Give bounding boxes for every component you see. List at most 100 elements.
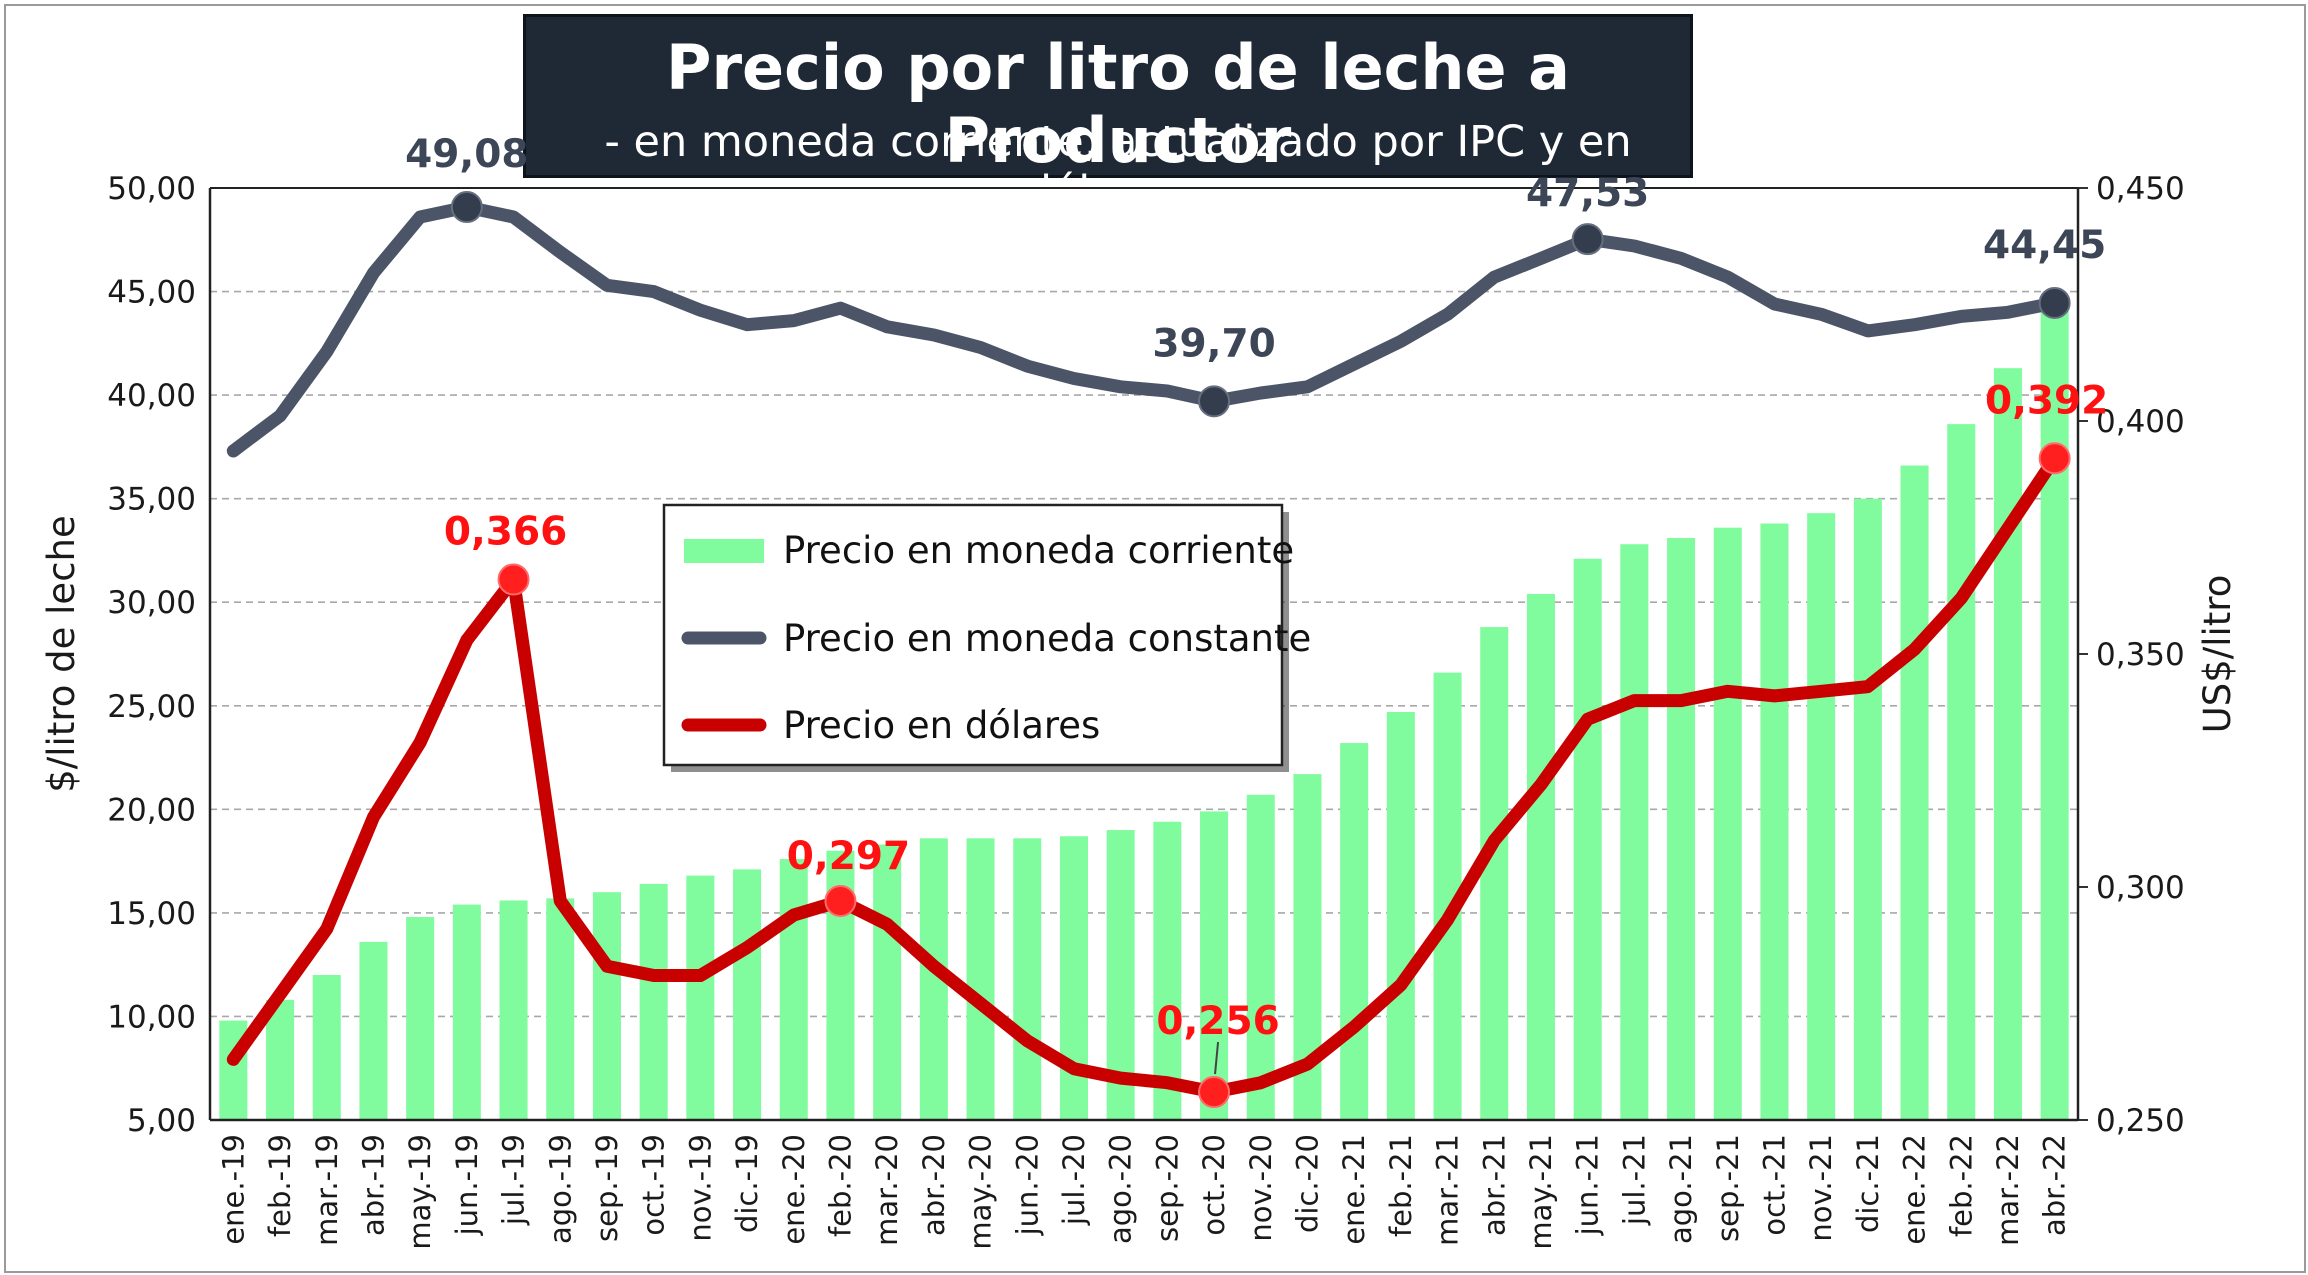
y2-tick-label: 0,450: [2096, 171, 2185, 207]
legend: Precio en moneda corriente Precio en mone…: [662, 503, 1311, 772]
x-tick-label: may.-19: [403, 1134, 437, 1250]
y-tick-label: 25,00: [107, 689, 196, 725]
x-tick-label: feb.-22: [1944, 1134, 1978, 1237]
bar: [546, 898, 575, 1120]
x-tick-label: jul.-21: [1617, 1134, 1651, 1226]
bar: [1480, 627, 1509, 1120]
data-label-constante: 44,45: [1983, 223, 2106, 268]
x-tick-label: feb.-19: [263, 1134, 297, 1237]
bar: [1246, 794, 1275, 1120]
bar: [592, 892, 621, 1120]
bar: [1059, 836, 1088, 1120]
line-series: [226, 191, 2071, 1109]
y2-axis-title: US$/litro: [2196, 575, 2239, 734]
bar: [873, 844, 902, 1120]
y2-tick-label: 0,400: [2096, 404, 2185, 440]
x-tick-label: mar.-22: [1991, 1134, 2025, 1246]
bar: [686, 875, 715, 1120]
y-tick-label: 30,00: [107, 585, 196, 621]
y-tick-label: 15,00: [107, 896, 196, 932]
marker-dolares: [824, 884, 857, 917]
line-dolares: [226, 451, 2062, 1099]
bar: [1993, 368, 2022, 1121]
y-tick-label: 10,00: [107, 999, 196, 1035]
x-tick-label: abr.-21: [1477, 1134, 1511, 1236]
y-tick-label: 50,00: [107, 171, 196, 207]
x-tick-label: ago.-21: [1664, 1134, 1698, 1244]
y2-tick-label: 0,350: [2096, 637, 2185, 673]
legend-box: [662, 503, 1284, 767]
bar: [2040, 310, 2069, 1120]
x-tick-label: mar.-20: [870, 1134, 904, 1246]
x-tick-label: mar.-21: [1431, 1134, 1465, 1246]
data-label-dolares: 0,297: [787, 834, 910, 879]
data-label-dolares: 0,366: [444, 509, 567, 554]
legend-label: Precio en dólares: [783, 704, 1100, 747]
marker-dolares: [2038, 442, 2071, 475]
chart-subtitle: - en moneda corriente, actualizado por I…: [604, 117, 1632, 217]
marker-constante: [450, 191, 483, 224]
y-tick-label: 5,00: [127, 1103, 196, 1139]
x-tick-label: nov.-20: [1244, 1134, 1278, 1242]
x-tick-label: jul.-20: [1057, 1134, 1091, 1226]
bar: [1807, 513, 1836, 1120]
leader-line: [1214, 1041, 1220, 1075]
y-tick-label: 45,00: [107, 275, 196, 311]
bar: [359, 941, 388, 1120]
x-tick-label: sep.-20: [1150, 1134, 1184, 1242]
x-tick-label: oct.-20: [1197, 1134, 1231, 1236]
bar: [1013, 838, 1042, 1120]
x-tick-label: abr.-20: [917, 1134, 951, 1236]
y-tick-label: 40,00: [107, 378, 196, 414]
bar: [1573, 558, 1602, 1120]
x-tick-label: dic.-20: [1290, 1134, 1324, 1233]
x-tick-label: abr.-22: [2038, 1134, 2072, 1236]
y-axis-title: $/litro de leche: [40, 515, 83, 792]
data-label-constante: 39,70: [1152, 321, 1275, 366]
x-tick-label: ago.-19: [543, 1134, 577, 1244]
data-label-constante: 47,53: [1526, 171, 1649, 216]
chart-title: Precio por litro de leche a Productor: [666, 31, 1570, 177]
data-label-constante: 49,08: [405, 132, 528, 177]
x-tick-label: may.-20: [964, 1134, 998, 1250]
bar: [1760, 523, 1789, 1120]
bar: [1153, 821, 1182, 1120]
x-tick-label: jun.-20: [1010, 1134, 1044, 1236]
x-tick-label: jun.-19: [450, 1134, 484, 1236]
bar: [1386, 711, 1415, 1120]
y-tick-label: 35,00: [107, 482, 196, 518]
marker-dolares: [497, 563, 530, 596]
x-tick-label: sep.-21: [1711, 1134, 1745, 1242]
x-tick-label: ago.-20: [1104, 1134, 1138, 1244]
bar: [1200, 811, 1229, 1120]
bar: [733, 869, 762, 1120]
legend-label: Precio en moneda constante: [783, 617, 1311, 660]
x-tick-label: ene.-22: [1898, 1134, 1932, 1245]
x-tick-label: feb.-21: [1384, 1134, 1418, 1237]
x-tick-label: mar.-19: [310, 1134, 344, 1246]
marker-constante: [2038, 286, 2071, 319]
bar: [1713, 527, 1742, 1120]
bar: [1900, 465, 1929, 1120]
x-tick-label: nov.-21: [1804, 1134, 1838, 1242]
legend-swatch-bar: [684, 539, 764, 563]
bar: [1340, 743, 1369, 1120]
x-tick-label: abr.-19: [356, 1134, 390, 1236]
marker-constante: [1198, 385, 1231, 418]
x-tick-label: ene.-20: [777, 1134, 811, 1245]
axes: 5,00 10,00 15,00 20,00 25,00 30,00 35,00 40,00 4…: [40, 171, 2239, 1250]
x-tick-label: nov.-19: [683, 1134, 717, 1242]
title-box: Precio por litro de leche a Productor - …: [523, 14, 1693, 217]
x-tick-label: ene.-21: [1337, 1134, 1371, 1245]
legend-label: Precio en moneda corriente: [783, 529, 1294, 572]
x-tick-label: dic.-19: [730, 1134, 764, 1233]
y2-tick-label: 0,250: [2096, 1103, 2185, 1139]
bar: [966, 838, 995, 1120]
x-tick-label: may.-21: [1524, 1134, 1558, 1250]
line-constante: [226, 200, 2062, 458]
data-label-dolares: 0,392: [1985, 378, 2108, 423]
data-labels: 49,08 39,70 47,53 44,45 0,366 0,297 0,256 0,392: [405, 132, 2108, 1075]
bar: [499, 900, 528, 1120]
marker-constante: [1571, 223, 1604, 256]
